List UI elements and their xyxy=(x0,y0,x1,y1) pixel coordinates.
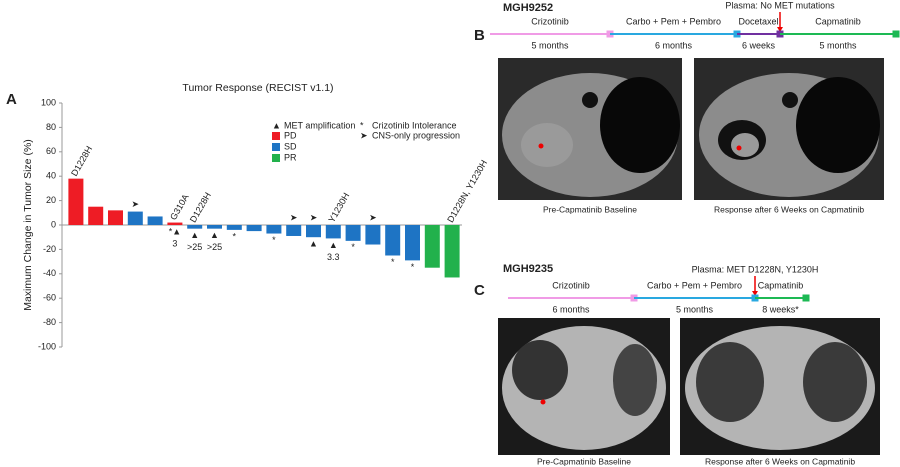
marker: *▲ xyxy=(169,226,181,236)
y-tick-label: -40 xyxy=(43,268,56,278)
duration: 6 months xyxy=(552,304,590,314)
chart-title: Tumor Response (RECIST v1.1) xyxy=(182,82,333,94)
drug-name: Carbo + Pem + Pembro xyxy=(647,280,742,290)
bar xyxy=(108,210,123,225)
bar xyxy=(226,225,242,230)
plasma-note: Plasma: No MET mutations xyxy=(725,0,835,10)
bar xyxy=(286,225,302,236)
value-note: 3.3 xyxy=(327,252,340,262)
y-tick-label: 0 xyxy=(51,219,56,229)
y-tick-label: -80 xyxy=(43,317,56,327)
cns-marker: ➤ xyxy=(369,212,377,222)
drug-name: Capmatinib xyxy=(758,280,804,290)
marker: * xyxy=(411,262,415,272)
bar xyxy=(127,211,143,225)
legend-swatch xyxy=(272,143,280,151)
ct-images xyxy=(498,58,884,455)
marker: * xyxy=(351,242,355,252)
y-tick-label: 100 xyxy=(41,97,56,107)
legend-symbol: * xyxy=(360,120,364,130)
legend-label: MET amplification xyxy=(284,120,355,130)
note-arrowhead xyxy=(752,291,758,296)
legend-label: PR xyxy=(284,152,297,162)
panel-label: C xyxy=(474,282,485,299)
image-caption: Pre-Capmatinib Baseline xyxy=(537,456,631,466)
bar xyxy=(187,225,203,229)
bar xyxy=(385,225,401,256)
bar xyxy=(424,225,440,268)
legend-label: PD xyxy=(284,130,297,140)
legend-label: SD xyxy=(284,141,297,151)
mutation-label: D1228N, Y1230H xyxy=(445,158,489,224)
legend-swatch xyxy=(272,154,280,162)
cns-marker: ➤ xyxy=(310,212,318,222)
mutation-label: G310A xyxy=(168,192,191,221)
mutation-label: D1228H xyxy=(188,191,213,225)
legend-symbol: ➤ xyxy=(360,130,368,140)
value-note: >25 xyxy=(207,242,222,252)
y-tick-label: 80 xyxy=(46,122,56,132)
y-axis-label: Maximum Change in Tumor Size (%) xyxy=(22,139,34,311)
timeline-node xyxy=(802,294,810,302)
duration: 5 months xyxy=(819,40,857,50)
bar xyxy=(167,222,183,225)
patient-id: MGH9235 xyxy=(503,263,553,275)
bar xyxy=(306,225,321,238)
duration: 6 weeks xyxy=(742,40,776,50)
marker: * xyxy=(272,235,276,245)
marker: * xyxy=(233,231,237,241)
duration: 8 weeks* xyxy=(762,304,799,314)
timeline-node xyxy=(892,30,900,38)
bar xyxy=(444,225,460,278)
y-tick-label: 40 xyxy=(46,171,56,181)
bar xyxy=(365,225,381,245)
bar xyxy=(325,225,341,239)
bar xyxy=(246,225,262,232)
mutation-label: D1228H xyxy=(69,144,94,178)
y-tick-label: -20 xyxy=(43,244,56,254)
bar xyxy=(147,216,163,225)
marker: ▲ xyxy=(210,230,219,240)
marker: * xyxy=(391,257,395,267)
y-tick-label: -100 xyxy=(38,341,56,351)
marker: ▲ xyxy=(309,239,318,249)
legend-symbol: ▲ xyxy=(272,120,281,130)
legend-label: Crizotinib Intolerance xyxy=(372,120,457,130)
drug-name: Docetaxel xyxy=(738,16,778,26)
image-caption: Response after 6 Weeks on Capmatinib xyxy=(705,456,855,466)
note-arrowhead xyxy=(777,27,783,32)
drug-name: Crizotinib xyxy=(552,280,590,290)
duration: 6 months xyxy=(655,40,693,50)
legend-swatch xyxy=(272,132,280,140)
bar xyxy=(88,206,104,225)
marker: ▲ xyxy=(329,240,338,250)
duration: 5 months xyxy=(531,40,569,50)
legend-label: CNS-only progression xyxy=(372,130,460,140)
y-tick-label: 60 xyxy=(46,146,56,156)
value-note: >25 xyxy=(187,242,202,252)
panel-label: B xyxy=(474,27,485,44)
bar xyxy=(68,178,84,225)
duration: 5 months xyxy=(676,304,714,314)
panel-label: A xyxy=(6,91,17,108)
plasma-note: Plasma: MET D1228N, Y1230H xyxy=(692,264,819,274)
bar xyxy=(345,225,361,241)
drug-name: Crizotinib xyxy=(531,16,569,26)
value-note: 3 xyxy=(172,238,177,248)
drug-name: Carbo + Pem + Pembro xyxy=(626,16,721,26)
y-tick-label: 20 xyxy=(46,195,56,205)
mutation-label: Y1230H xyxy=(326,191,351,224)
y-tick-label: -60 xyxy=(43,293,56,303)
image-caption: Response after 6 Weeks on Capmatinib xyxy=(714,204,864,214)
image-caption: Pre-Capmatinib Baseline xyxy=(543,204,637,214)
bar xyxy=(405,225,420,261)
drug-name: Capmatinib xyxy=(815,16,861,26)
patient-id: MGH9252 xyxy=(503,2,553,14)
bar xyxy=(266,225,282,234)
cns-marker: ➤ xyxy=(132,199,140,209)
bar xyxy=(207,225,222,229)
cns-marker: ➤ xyxy=(290,212,298,222)
marker: ▲ xyxy=(190,230,199,240)
